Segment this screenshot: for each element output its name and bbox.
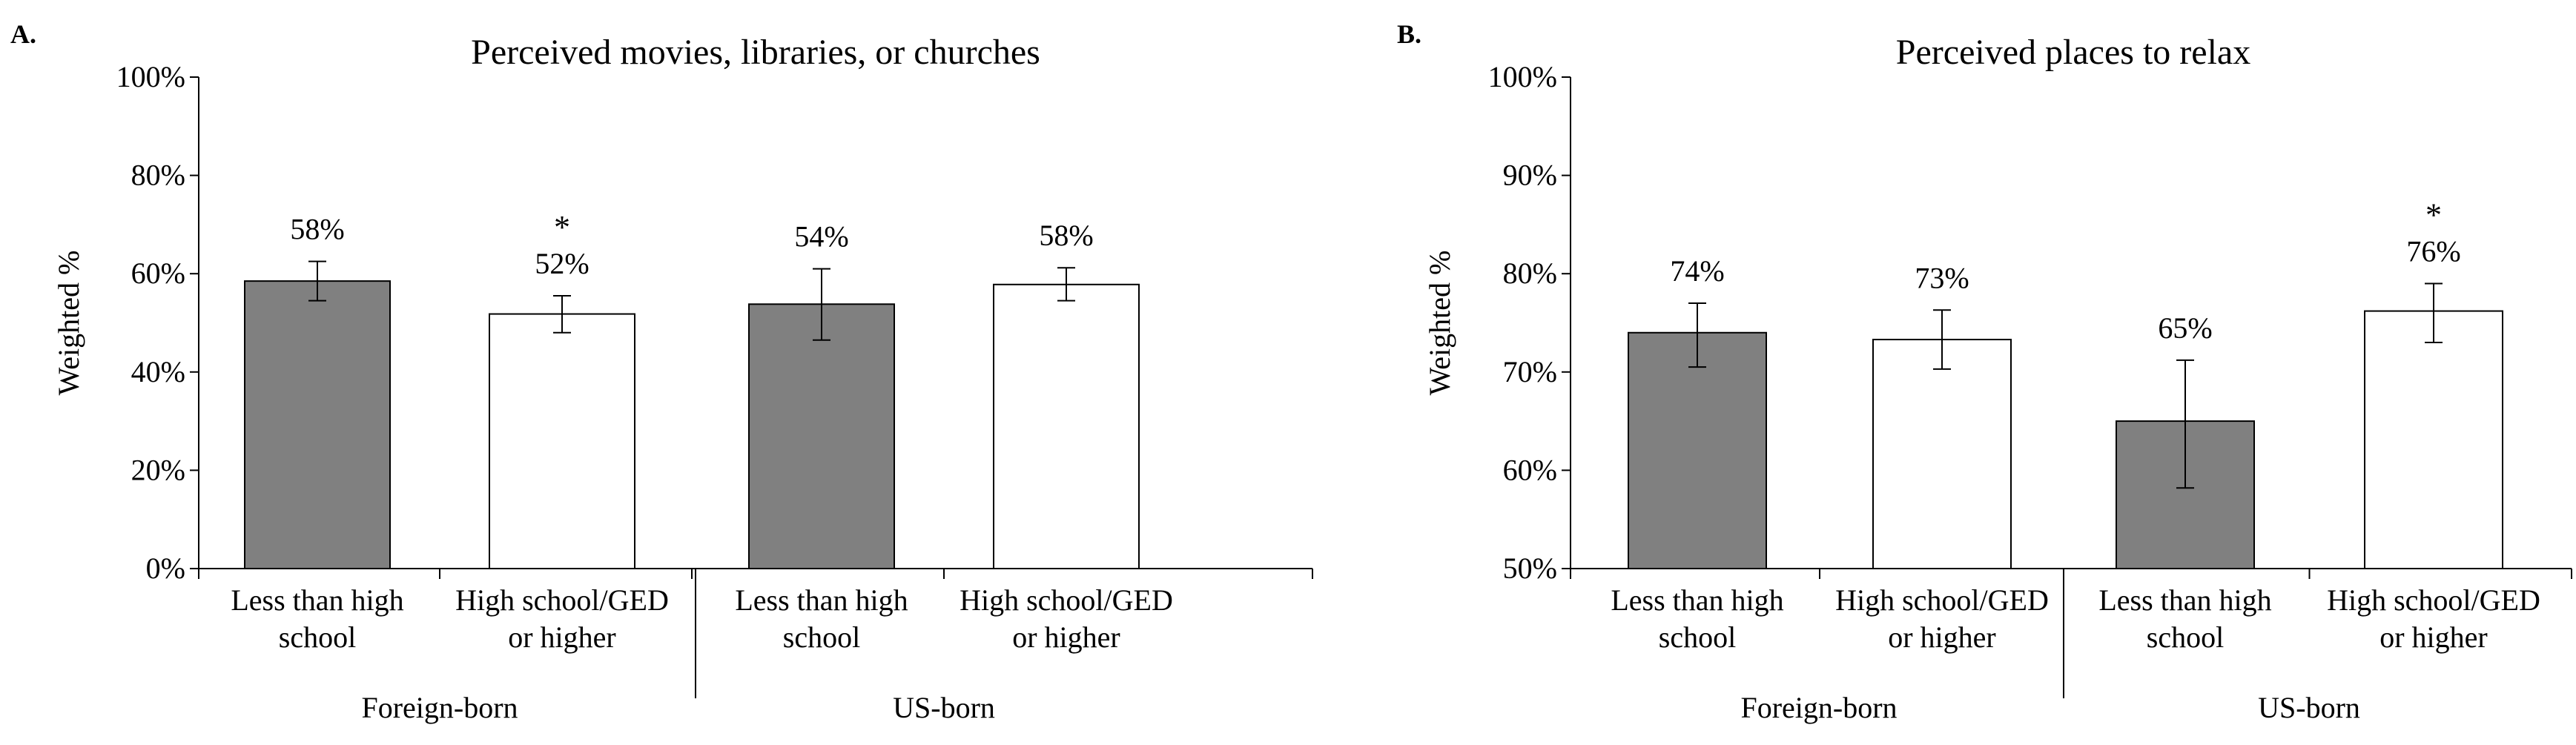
- bar: [489, 313, 635, 569]
- chart-title: Perceived movies, libraries, or churches: [471, 33, 1040, 72]
- panel-label: A.: [10, 19, 36, 49]
- x-category-label: Less than high school: [735, 583, 908, 654]
- bar: [993, 283, 1140, 569]
- y-tick-label: 80%: [131, 159, 185, 192]
- data-label: 73%: [1915, 261, 1969, 294]
- group-label: Foreign-born: [361, 691, 518, 724]
- y-tick-label: 90%: [1503, 159, 1557, 192]
- y-tick-label: 20%: [131, 453, 185, 486]
- x-category-label: Less than high school: [2098, 583, 2271, 654]
- data-label: 76%: [2406, 234, 2460, 268]
- data-label: 52%: [535, 247, 589, 280]
- group-label: US-born: [893, 691, 995, 724]
- chart-title: Perceived places to relax: [1896, 33, 2250, 72]
- y-tick-label: 0%: [146, 552, 185, 585]
- significance-marker: *: [554, 209, 570, 245]
- y-tick-label: 50%: [1503, 552, 1557, 585]
- data-label: 58%: [290, 213, 344, 246]
- bar: [748, 303, 895, 569]
- chart-panel-1: A. Perceived movies, libraries, or church…: [10, 19, 1313, 724]
- y-tick-label: 100%: [1488, 60, 1557, 93]
- x-category-label: High school/GED or higher: [960, 583, 1173, 654]
- x-category-label: High school/GED or higher: [1835, 583, 2049, 654]
- data-label: 65%: [2158, 311, 2212, 345]
- group-label: US-born: [2258, 691, 2360, 724]
- significance-marker: *: [2425, 196, 2442, 233]
- bar: [1872, 339, 2012, 569]
- y-axis-label: Weighted %: [52, 251, 85, 396]
- chart-panel-2: B. Perceived places to relax Weighted % 50%…: [1397, 19, 2572, 724]
- x-category-label: High school/GED or higher: [455, 583, 669, 654]
- y-tick-label: 60%: [131, 256, 185, 290]
- data-label: 54%: [794, 220, 848, 254]
- panel-label: B.: [1397, 19, 1421, 49]
- y-tick-label: 70%: [1503, 355, 1557, 388]
- x-category-label: Less than high school: [231, 583, 403, 654]
- y-tick-label: 40%: [131, 355, 185, 388]
- data-label: 74%: [1670, 254, 1724, 288]
- bar: [2364, 310, 2503, 569]
- bar: [244, 280, 391, 569]
- y-tick-label: 80%: [1503, 256, 1557, 290]
- x-category-label: Less than high school: [1611, 583, 1783, 654]
- group-label: Foreign-born: [1740, 691, 1897, 724]
- y-tick-label: 60%: [1503, 453, 1557, 486]
- data-label: 58%: [1039, 219, 1093, 252]
- y-tick-label: 100%: [116, 60, 185, 93]
- y-axis-label: Weighted %: [1423, 251, 1456, 396]
- x-category-label: High school/GED or higher: [2327, 583, 2540, 654]
- bar: [1628, 331, 1767, 569]
